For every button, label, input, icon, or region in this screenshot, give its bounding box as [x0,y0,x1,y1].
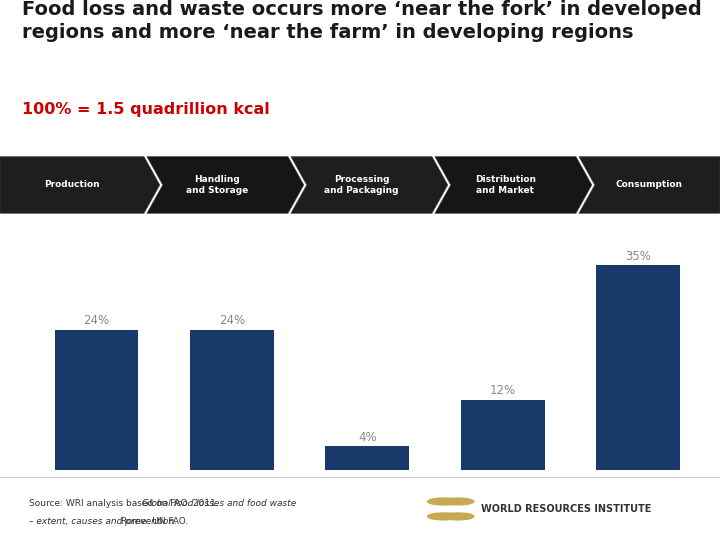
Text: 24%: 24% [84,314,109,327]
Text: Consumption: Consumption [616,180,683,190]
Polygon shape [435,157,592,213]
Text: Food loss and waste occurs more ‘near the fork’ in developed
regions and more ‘n: Food loss and waste occurs more ‘near th… [22,0,701,43]
Text: Handling
and Storage: Handling and Storage [186,175,248,195]
Polygon shape [0,157,160,213]
Text: Global food losses and food waste: Global food losses and food waste [143,500,297,509]
Polygon shape [147,157,304,213]
Text: Rome: UN FAO.: Rome: UN FAO. [117,517,188,526]
Text: Processing
and Packaging: Processing and Packaging [324,175,399,195]
Text: Production: Production [44,180,100,190]
Text: WORLD RESOURCES INSTITUTE: WORLD RESOURCES INSTITUTE [481,504,652,514]
Circle shape [428,498,459,505]
Bar [55,329,138,470]
Bar [190,329,274,470]
Circle shape [442,513,474,520]
Polygon shape [291,157,448,213]
Text: 4%: 4% [358,431,377,444]
Text: Source: WRI analysis based on FAO. 2011.: Source: WRI analysis based on FAO. 2011. [29,500,221,509]
Text: 24%: 24% [219,314,245,327]
Circle shape [428,513,459,520]
Text: – extent, causes and prevention.: – extent, causes and prevention. [29,517,177,526]
Text: 12%: 12% [490,384,516,397]
Circle shape [442,498,474,505]
Bar [596,266,680,470]
Bar [461,400,544,470]
Text: 100% = 1.5 quadrillion kcal: 100% = 1.5 quadrillion kcal [22,102,269,117]
Text: Distribution
and Market: Distribution and Market [475,175,536,195]
Polygon shape [579,157,720,213]
Text: 35%: 35% [625,250,651,263]
Bar [325,447,409,470]
